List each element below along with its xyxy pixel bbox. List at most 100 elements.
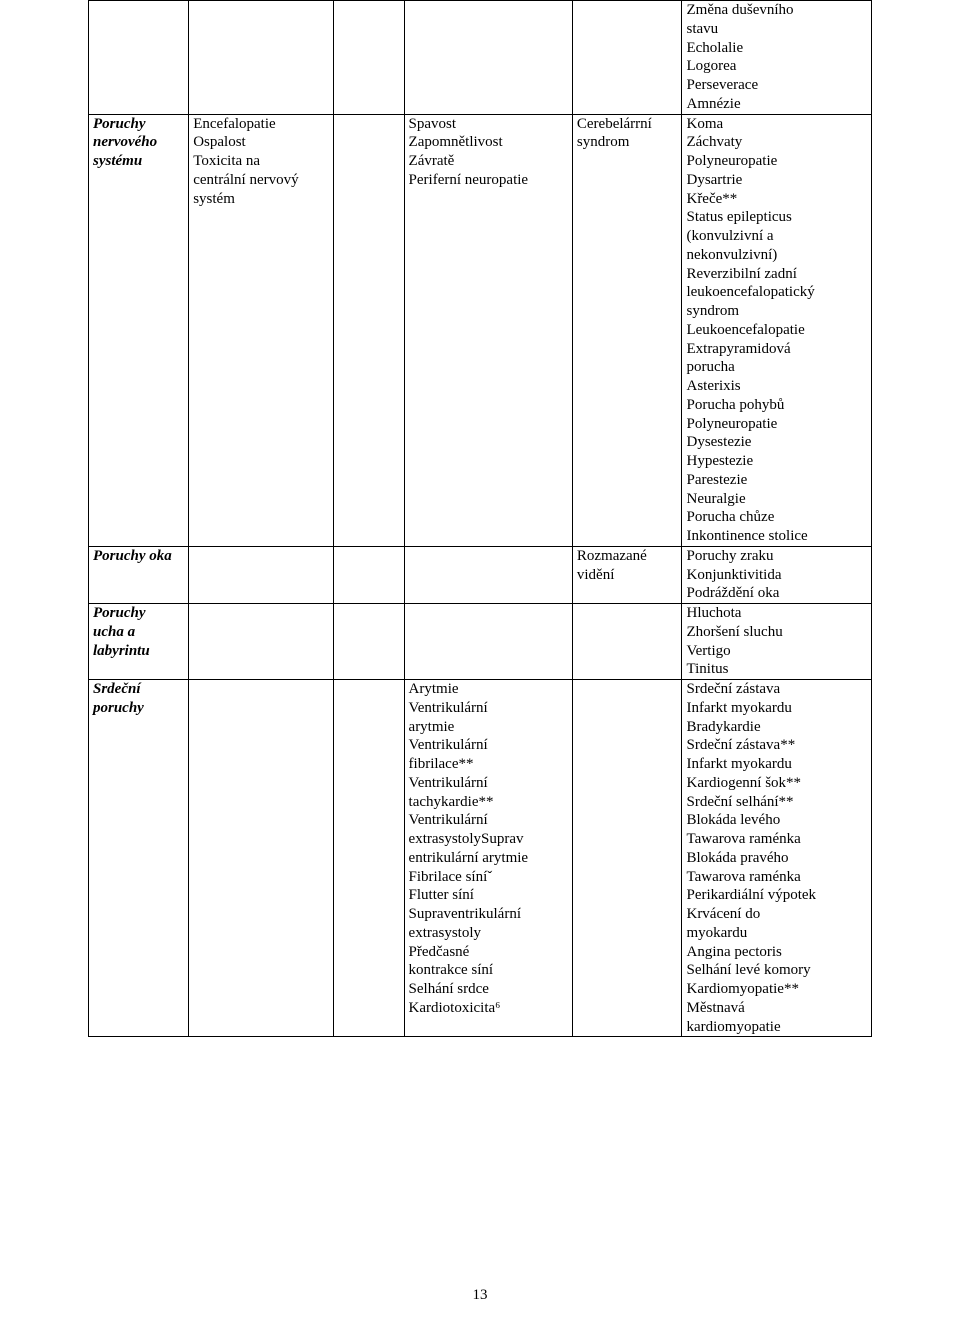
cell-text-line: Perseverace <box>686 76 867 95</box>
table-cell: Poruchy oka <box>89 546 189 603</box>
table-cell <box>189 604 334 680</box>
table-cell <box>189 546 334 603</box>
cell-text-line: Angina pectoris <box>686 943 867 962</box>
cell-text-line: Selhání levé komory <box>686 961 867 980</box>
cell-text-line: Rozmazané <box>577 547 678 566</box>
table-cell: KomaZáchvaty Polyneuropatie DysartrieKřeče… <box>682 114 872 546</box>
cell-text-line: Dysartrie <box>686 171 867 190</box>
table-cell: Poruchynervovéhosystému <box>89 114 189 546</box>
cell-text-line: fibrilace** <box>409 755 568 774</box>
cell-text-line: Tawarova raménka <box>686 830 867 849</box>
table-cell <box>572 604 682 680</box>
cell-text-line: Změna duševního <box>686 1 867 20</box>
table-row: PoruchynervovéhosystémuEncefalopatieOspa… <box>89 114 872 546</box>
cell-text-line: Podráždění oka <box>686 584 867 603</box>
cell-text-line: Inkontinence stolice <box>686 527 867 546</box>
cell-text-line: nervového <box>93 133 184 152</box>
cell-text-line: kontrakce síní <box>409 961 568 980</box>
table-cell: SpavostZapomnětlivostZávratěPeriferní ne… <box>404 114 572 546</box>
cell-text-line: Zhoršení sluchu <box>686 623 867 642</box>
cell-text-line: Ventrikulární <box>409 774 568 793</box>
cell-text-line: Tawarova raménka <box>686 868 867 887</box>
cell-text-line: Perikardiální výpotek <box>686 886 867 905</box>
cell-text-line: Zapomnětlivost <box>409 133 568 152</box>
cell-text-line: Flutter síní <box>409 886 568 905</box>
table-cell <box>89 1 189 115</box>
cell-text-line: porucha <box>686 358 867 377</box>
table-row: Poruchy okaRozmazanéviděníPoruchy zrakuK… <box>89 546 872 603</box>
cell-text-line: Periferní neuropatie <box>409 171 568 190</box>
cell-text-line: Závratě <box>409 152 568 171</box>
cell-text-line: Leukoencefalopatie <box>686 321 867 340</box>
table-cell: Srdeční zástavaInfarkt myokarduBradykard… <box>682 680 872 1037</box>
cell-text-line: Arytmie <box>409 680 568 699</box>
cell-text-line: systému <box>93 152 184 171</box>
table-cell <box>334 546 404 603</box>
cell-text-line: Status epilepticus <box>686 208 867 227</box>
cell-text-line: Porucha chůze <box>686 508 867 527</box>
cell-text-line: Srdeční <box>93 680 184 699</box>
cell-text-line: Vertigo <box>686 642 867 661</box>
cell-text-line: Extrapyramidová <box>686 340 867 359</box>
cell-text-line: Hypestezie <box>686 452 867 471</box>
cell-text-line: extrasystoly <box>409 924 568 943</box>
cell-text-line: Encefalopatie <box>193 115 329 134</box>
table-cell: Cerebelárrnísyndrom <box>572 114 682 546</box>
table-row: Poruchyucha alabyrintu HluchotaZhoršení s… <box>89 604 872 680</box>
table-cell <box>189 680 334 1037</box>
cell-text-line: arytmie <box>409 718 568 737</box>
cell-text-line: Infarkt myokardu <box>686 699 867 718</box>
cell-text-line: Toxicita na <box>193 152 329 171</box>
cell-text-line: Ventrikulární <box>409 736 568 755</box>
cell-text-line: centrální nervový <box>193 171 329 190</box>
cell-text-line: Krvácení do <box>686 905 867 924</box>
table-cell <box>334 680 404 1037</box>
cell-text-line: myokardu <box>686 924 867 943</box>
cell-text-line: Předčasné <box>409 943 568 962</box>
page-number: 13 <box>0 1286 960 1305</box>
table-cell <box>334 604 404 680</box>
table-cell <box>572 680 682 1037</box>
cell-text-line: tachykardie** <box>409 793 568 812</box>
cell-text-line: entrikulární arytmie <box>409 849 568 868</box>
cell-text-line: nekonvulzivní) <box>686 246 867 265</box>
cell-text-line: Křeče** <box>686 190 867 209</box>
cell-text-line: Koma <box>686 115 867 134</box>
table-cell <box>404 546 572 603</box>
cell-text-line: poruchy <box>93 699 184 718</box>
cell-text-line: Ventrikulární <box>409 699 568 718</box>
cell-text-line: leukoencefalopatický <box>686 283 867 302</box>
cell-text-line: Selhání srdce <box>409 980 568 999</box>
cell-text-line: Ventrikulární <box>409 811 568 830</box>
table-cell: EncefalopatieOspalostToxicita nacentráln… <box>189 114 334 546</box>
cell-text-line: Blokáda pravého <box>686 849 867 868</box>
cell-text-line: Fibrilace síníˇ <box>409 868 568 887</box>
cell-text-line: Hluchota <box>686 604 867 623</box>
cell-text-line: syndrom <box>577 133 678 152</box>
cell-text-line: Neuralgie <box>686 490 867 509</box>
table-cell: Srdečníporuchy <box>89 680 189 1037</box>
cell-text-line: Tinitus <box>686 660 867 679</box>
cell-text-line: Záchvaty <box>686 133 867 152</box>
table-cell <box>404 604 572 680</box>
cell-text-line: Kardiotoxicita⁶ <box>409 999 568 1018</box>
cell-text-line: Blokáda levého <box>686 811 867 830</box>
cell-text-line: syndrom <box>686 302 867 321</box>
cell-text-line: Logorea <box>686 57 867 76</box>
document-page: Změna duševníhostavuEcholalieLogoreaPers… <box>0 0 960 1323</box>
cell-text-line: Amnézie <box>686 95 867 114</box>
table-cell <box>189 1 334 115</box>
cell-text-line: stavu <box>686 20 867 39</box>
cell-text-line: Bradykardie <box>686 718 867 737</box>
cell-text-line: Dysestezie <box>686 433 867 452</box>
table-cell: Poruchyucha alabyrintu <box>89 604 189 680</box>
table-cell: Změna duševníhostavuEcholalieLogoreaPers… <box>682 1 872 115</box>
cell-text-line: Infarkt myokardu <box>686 755 867 774</box>
cell-text-line: vidění <box>577 566 678 585</box>
cell-text-line: Polyneuropatie <box>686 415 867 434</box>
adverse-reactions-table: Změna duševníhostavuEcholalieLogoreaPers… <box>88 0 872 1037</box>
cell-text-line: Kardiomyopatie** <box>686 980 867 999</box>
cell-text-line: Poruchy oka <box>93 547 184 566</box>
table-cell <box>334 114 404 546</box>
cell-text-line: Parestezie <box>686 471 867 490</box>
